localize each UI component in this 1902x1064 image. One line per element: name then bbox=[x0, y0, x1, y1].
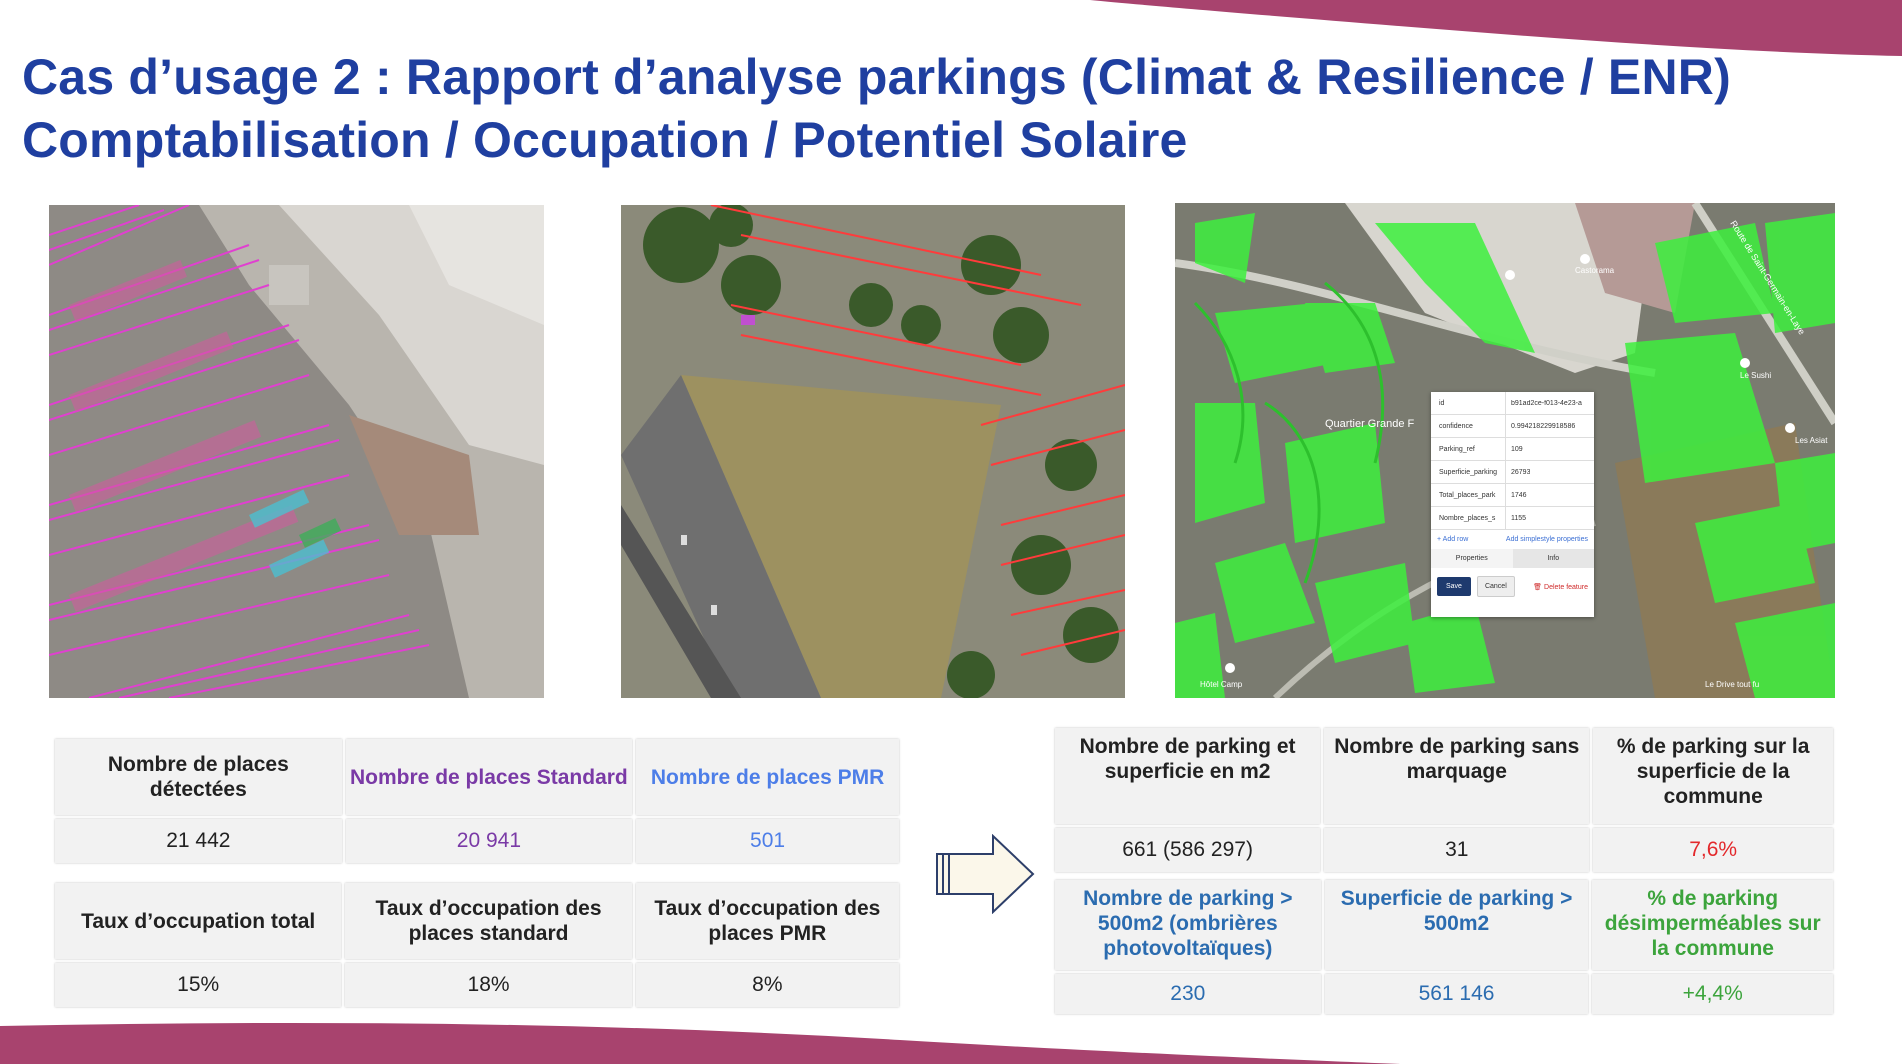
slide-title: Cas d’usage 2 : Rapport d’analyse parkin… bbox=[22, 46, 1731, 172]
tab-info[interactable]: Info bbox=[1512, 549, 1594, 568]
value-places-detectees: 21 442 bbox=[55, 819, 342, 863]
aerial-image-left bbox=[49, 205, 544, 698]
header-places-standard: Nombre de places Standard bbox=[345, 739, 633, 815]
value-nombre-parking: 661 (586 297) bbox=[1055, 828, 1321, 872]
occupation-table: Taux d’occupation total Taux d’occupatio… bbox=[51, 879, 903, 1011]
popup-row[interactable]: Superficie_parking 26793 bbox=[1431, 461, 1594, 484]
aerial-image-middle bbox=[621, 205, 1125, 698]
map-poi-icon bbox=[1740, 358, 1750, 368]
header-parking-500m2: Nombre de parking > 500m2 (ombrières pho… bbox=[1055, 880, 1321, 970]
popup-row[interactable]: id b91ad2ce-f013-4e23-a bbox=[1431, 392, 1594, 415]
value-taux-total: 15% bbox=[55, 963, 342, 1007]
popup-row[interactable]: confidence 0.994218229918586 bbox=[1431, 415, 1594, 438]
right-arrow-icon bbox=[936, 834, 1035, 914]
map-poi-icon bbox=[1580, 254, 1590, 264]
value-desimpermeables: +4,4% bbox=[1592, 974, 1833, 1014]
top-decorative-band bbox=[1090, 0, 1902, 56]
map-label-shop: Castorama bbox=[1575, 266, 1615, 275]
value-taux-standard: 18% bbox=[345, 963, 632, 1007]
map-label-spot-4: Le Drive tout fu bbox=[1705, 680, 1759, 689]
map-label-spot-2: Les Asiat bbox=[1795, 436, 1828, 445]
value-places-pmr: 501 bbox=[636, 819, 899, 863]
map-poi-icon bbox=[1225, 663, 1235, 673]
header-places-detectees: Nombre de places détectées bbox=[55, 739, 342, 815]
value-pourcentage-superficie: 7,6% bbox=[1593, 828, 1833, 872]
trash-icon: 🗑 bbox=[1533, 583, 1543, 591]
header-superficie-500m2: Superficie de parking > 500m2 bbox=[1324, 880, 1589, 970]
value-taux-pmr: 8% bbox=[635, 963, 899, 1007]
add-simplestyle-link[interactable]: Add simplestyle properties bbox=[1505, 536, 1588, 543]
value-parking-sans-marquage: 31 bbox=[1324, 828, 1590, 872]
header-pourcentage-superficie: % de parking sur la superficie de la com… bbox=[1593, 728, 1833, 824]
map-poi-icon bbox=[1785, 423, 1795, 433]
popup-row[interactable]: Parking_ref 109 bbox=[1431, 438, 1594, 461]
header-taux-total: Taux d’occupation total bbox=[55, 883, 342, 959]
parking-summary-table: Nombre de parking et superficie en m2 No… bbox=[1051, 724, 1837, 876]
detection-table: Nombre de places détectées Nombre de pla… bbox=[51, 735, 903, 867]
cancel-button[interactable]: Cancel bbox=[1476, 576, 1515, 597]
add-row-link[interactable]: + Add row bbox=[1437, 536, 1469, 543]
delete-feature-button[interactable]: 🗑 Delete feature bbox=[1533, 583, 1588, 591]
map-poi-icon bbox=[1505, 270, 1515, 280]
popup-row[interactable]: Total_places_park 1746 bbox=[1431, 484, 1594, 507]
map-image-right: Quartier Grande F Route de Saint-Germain… bbox=[1175, 203, 1835, 698]
map-label-district: Quartier Grande F bbox=[1325, 418, 1415, 430]
popup-row[interactable]: Nombre_places_s 1155 bbox=[1431, 507, 1594, 530]
bottom-decorative-band bbox=[0, 1022, 1400, 1064]
tab-properties[interactable]: Properties bbox=[1431, 549, 1513, 568]
header-taux-pmr: Taux d’occupation des places PMR bbox=[635, 883, 899, 959]
value-places-standard: 20 941 bbox=[345, 819, 633, 863]
header-places-pmr: Nombre de places PMR bbox=[636, 739, 899, 815]
header-taux-standard: Taux d’occupation des places standard bbox=[345, 883, 632, 959]
map-feature-popup: id b91ad2ce-f013-4e23-a confidence 0.99421… bbox=[1431, 392, 1594, 617]
header-parking-sans-marquage: Nombre de parking sans marquage bbox=[1324, 728, 1590, 824]
value-superficie-500m2: 561 146 bbox=[1324, 974, 1589, 1014]
slide-title-line-2: Comptabilisation / Occupation / Potentie… bbox=[22, 112, 1188, 168]
header-nombre-parking: Nombre de parking et superficie en m2 bbox=[1055, 728, 1321, 824]
value-parking-500m2: 230 bbox=[1055, 974, 1321, 1014]
save-button[interactable]: Save bbox=[1437, 577, 1471, 596]
solar-potential-table: Nombre de parking > 500m2 (ombrières pho… bbox=[1051, 876, 1837, 1018]
header-desimpermeables: % de parking désimperméables sur la comm… bbox=[1592, 880, 1833, 970]
slide-title-line-1: Cas d’usage 2 : Rapport d’analyse parkin… bbox=[22, 49, 1731, 105]
map-label-spot-1: Le Sushi bbox=[1740, 371, 1771, 380]
map-label-spot-3: Hôtel Camp bbox=[1200, 680, 1243, 689]
